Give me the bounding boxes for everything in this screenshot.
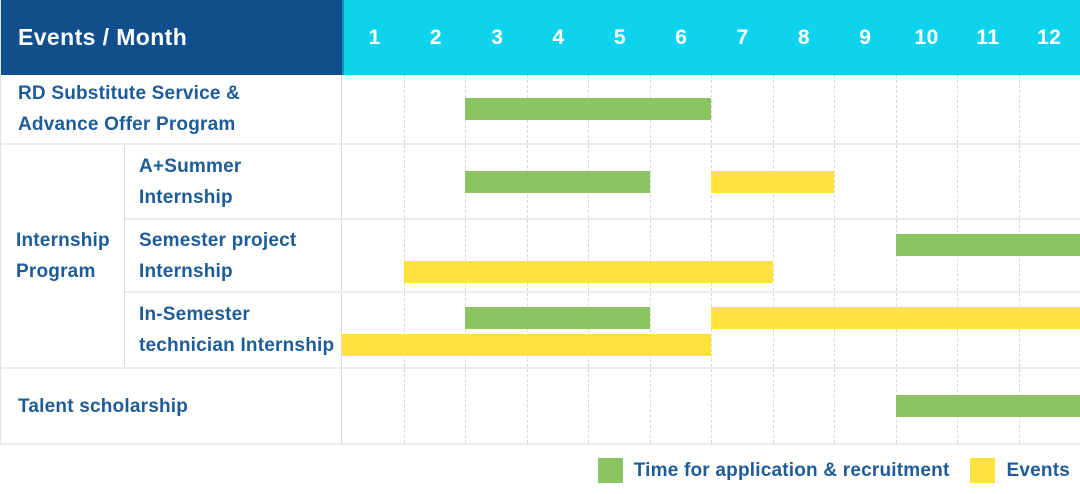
table-row: Semester project Internship: [125, 220, 1080, 293]
table-row: Talent scholarship: [1, 369, 1080, 445]
month-gridline: [526, 293, 528, 367]
month-header-row: 1 2 3 4 5 6 7 8 9 10 11 12: [342, 0, 1080, 75]
month-header-cell: 3: [491, 25, 504, 49]
month-gridline: [772, 75, 774, 143]
month-gridline: [834, 293, 835, 367]
month-gridline: [711, 75, 712, 143]
month-header-cell: 11: [976, 25, 1000, 49]
month-gridline: [588, 220, 589, 291]
chart-cell: [342, 75, 1080, 143]
month-gridline: [649, 145, 651, 218]
chart-cell: [342, 145, 1080, 218]
month-gridline: [403, 145, 405, 218]
row-label: Semester project Internship: [125, 220, 342, 291]
month-gridline: [1018, 293, 1020, 367]
month-gridline: [772, 369, 774, 443]
month-header-cell: 1: [368, 25, 381, 49]
bar-application-recruitment: [465, 98, 711, 120]
month-gridline: [465, 220, 466, 291]
month-gridline: [895, 145, 897, 218]
month-gridline: [465, 369, 466, 443]
corner-header: Events / Month: [1, 0, 342, 75]
group-row: Internship Program A+Summer Internship Sem…: [1, 145, 1080, 369]
month-gridline: [711, 369, 712, 443]
legend-label: Events: [1006, 459, 1070, 481]
month-gridline: [957, 75, 958, 143]
legend-swatch-events: [970, 458, 996, 483]
month-header-cell: 8: [797, 25, 811, 49]
month-gridline: [834, 75, 835, 143]
month-gridline: [834, 220, 835, 291]
legend-item: Events: [970, 458, 1070, 483]
table-header-row: Events / Month 1 2 3 4 5 6 7 8 9 10 11 12: [1, 0, 1080, 75]
table-row: RD Substitute Service & Advance Offer Pr…: [1, 75, 1080, 145]
row-label: RD Substitute Service & Advance Offer Pr…: [1, 75, 342, 143]
row-label: A+Summer Internship: [125, 145, 342, 218]
group-label: Internship Program: [1, 145, 125, 367]
chart-cell: [342, 369, 1080, 443]
row-label: In-Semester technician Internship: [125, 293, 342, 367]
month-gridline: [957, 145, 958, 218]
month-gridline: [403, 293, 405, 367]
legend-item: Time for application & recruitment: [597, 458, 950, 483]
chart-cell: [342, 293, 1080, 367]
month-gridline: [957, 293, 958, 367]
month-header-cell: 10: [914, 25, 939, 49]
month-gridline: [1018, 75, 1020, 143]
month-gridline: [403, 369, 405, 443]
table-row: A+Summer Internship: [125, 145, 1080, 220]
month-gridline: [772, 293, 774, 367]
table-body: RD Substitute Service & Advance Offer Pr…: [1, 75, 1080, 445]
bar-events: [342, 334, 711, 356]
month-gridline: [403, 75, 405, 143]
month-header-cell: 9: [859, 25, 872, 49]
bar-application-recruitment: [465, 307, 650, 329]
bar-application-recruitment: [895, 234, 1080, 256]
month-gridline: [1018, 145, 1020, 218]
bar-events: [403, 261, 773, 283]
bar-application-recruitment: [895, 395, 1080, 417]
month-header-cell: 5: [613, 25, 627, 49]
schedule-table: Events / Month 1 2 3 4 5 6 7 8 9 10 11 12 RD Substi…: [0, 0, 1080, 445]
row-label: Talent scholarship: [1, 369, 342, 443]
month-gridline: [895, 293, 897, 367]
month-gridline: [588, 369, 589, 443]
month-gridline: [403, 220, 405, 291]
month-header-cell: 2: [429, 25, 443, 49]
chart-cell: [342, 220, 1080, 291]
month-header-cell: 4: [552, 25, 565, 49]
month-gridline: [588, 293, 589, 367]
legend-label: Time for application & recruitment: [633, 459, 950, 481]
month-gridline: [526, 220, 528, 291]
month-gridline: [711, 293, 712, 367]
month-gridline: [526, 369, 528, 443]
month-gridline: [834, 369, 835, 443]
bar-application-recruitment: [465, 170, 650, 193]
legend: Time for application & recruitment Events: [0, 445, 1080, 494]
month-gridline: [711, 220, 712, 291]
month-gridline: [895, 75, 897, 143]
month-gridline: [834, 145, 835, 218]
month-gridline: [465, 293, 466, 367]
month-gridline: [772, 220, 774, 291]
month-header-cell: 7: [736, 25, 749, 49]
bar-events: [711, 170, 834, 193]
month-header-cell: 6: [675, 25, 688, 49]
month-gridline: [649, 369, 651, 443]
legend-swatch-application-recruitment: [597, 458, 623, 483]
bar-events: [711, 307, 1080, 329]
month-header-cell: 12: [1037, 25, 1062, 49]
group-body: A+Summer Internship Semester project Inte…: [125, 145, 1080, 367]
month-gridline: [649, 293, 651, 367]
month-gridline: [649, 220, 651, 291]
corner-header-label: Events / Month: [18, 24, 188, 50]
table-row: In-Semester technician Internship: [125, 293, 1080, 367]
